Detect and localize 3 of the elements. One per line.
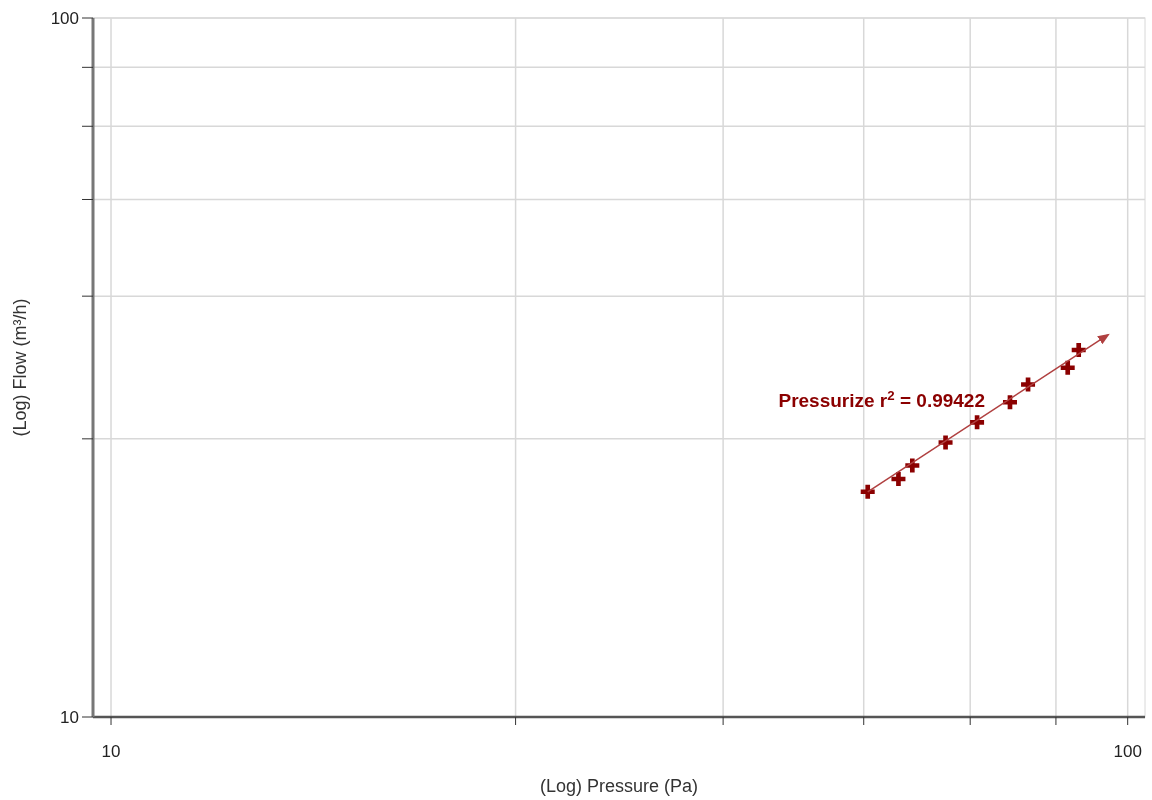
annotation: Pressurize r$^{2}$ = 0.99422 [778, 387, 985, 411]
x-axis-title: (Log) Pressure (Pa) [539, 776, 699, 796]
y-axis-title: (Log) Flow (m³/h) [10, 298, 30, 437]
